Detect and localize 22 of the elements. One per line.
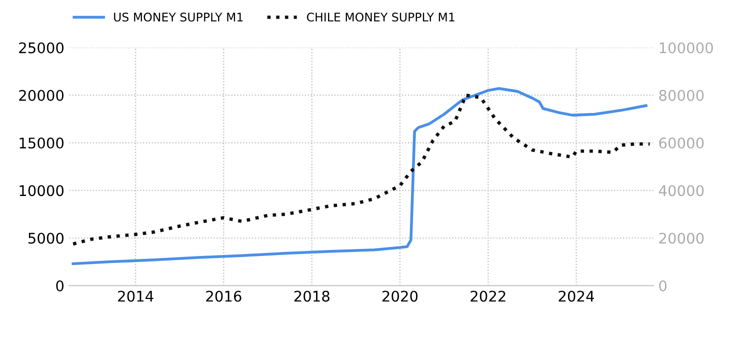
x-tick-label: 2022 bbox=[470, 290, 506, 302]
y-tick-label: 20000 bbox=[19, 90, 64, 101]
y2-tick-label: 0 bbox=[659, 280, 667, 292]
x-tick-label: 2014 bbox=[118, 290, 154, 302]
legend-label: CHILE MONEY SUPPLY M1 bbox=[306, 12, 454, 22]
y-tick-label: 5000 bbox=[28, 232, 64, 244]
y-tick-label: 15000 bbox=[20, 138, 64, 149]
y2-tick-label: 20000 bbox=[659, 232, 704, 244]
x-tick-label: 2024 bbox=[558, 290, 594, 302]
y2-tick-label: 80000 bbox=[659, 90, 704, 101]
y2-tick-label: 40000 bbox=[658, 185, 704, 196]
line-series bbox=[71, 94, 652, 246]
x-tick-label: 2020 bbox=[382, 290, 418, 302]
y-tick-label: 0 bbox=[56, 280, 64, 292]
x-tick-label: 2016 bbox=[206, 290, 242, 302]
y2-tick-label: 100000 bbox=[660, 42, 713, 54]
y2-tick-label: 60000 bbox=[659, 138, 704, 149]
x-tick-label: 2018 bbox=[294, 290, 330, 302]
legend-label: US MONEY SUPPLY M1 bbox=[114, 12, 243, 22]
y-tick-label: 25000 bbox=[19, 42, 64, 54]
y-tick-label: 10000 bbox=[20, 185, 64, 196]
line-series bbox=[72, 87, 648, 266]
